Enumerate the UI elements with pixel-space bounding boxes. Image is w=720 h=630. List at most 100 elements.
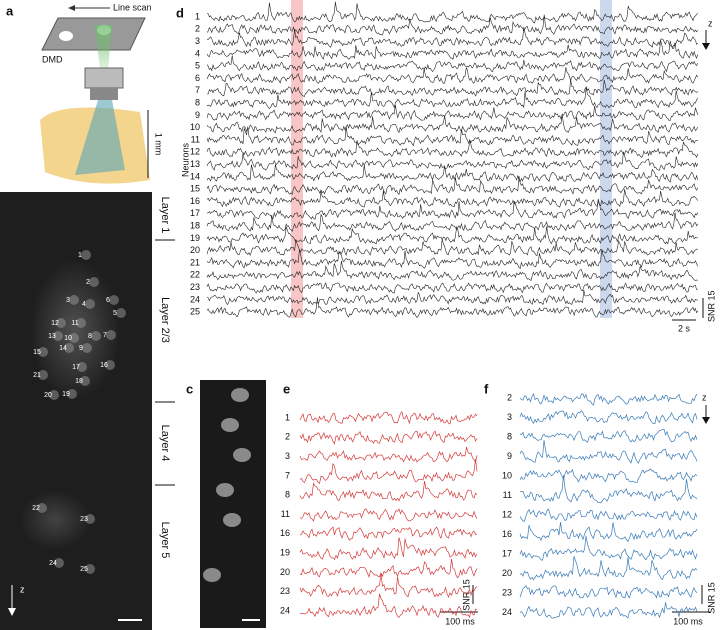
cell-glow xyxy=(80,376,90,386)
row-label: 17 xyxy=(190,208,200,218)
neuron-label: 3 xyxy=(66,297,70,304)
trace xyxy=(206,40,699,60)
trace xyxy=(206,79,698,98)
dmd-plate xyxy=(41,17,146,51)
row-label: 1 xyxy=(285,412,290,422)
row-label: 24 xyxy=(502,607,512,617)
panel-c: c xyxy=(186,380,266,628)
neuron-label: 10 xyxy=(64,335,72,342)
trace xyxy=(206,126,698,147)
row-label: 23 xyxy=(280,586,290,596)
highlight-blue xyxy=(600,0,612,318)
row-label: 25 xyxy=(190,307,200,317)
trace xyxy=(519,556,698,581)
neuron-label: 8 xyxy=(88,333,92,340)
row-label: 7 xyxy=(285,470,290,480)
row-label: 9 xyxy=(507,451,512,461)
micrograph xyxy=(0,192,152,630)
trace xyxy=(519,585,698,599)
cell-glow xyxy=(69,333,79,343)
trace xyxy=(299,458,478,485)
panel-label: a xyxy=(6,3,14,18)
cell-glow xyxy=(37,503,47,513)
cell-glow xyxy=(221,418,239,432)
cell-glow xyxy=(91,331,101,341)
neuron-label: 17 xyxy=(72,364,80,371)
cell-glow xyxy=(85,299,95,309)
cell-glow xyxy=(106,330,116,340)
line-scan-label: Line scan xyxy=(113,2,152,12)
panel-a: a Line scan DMD 1 mm xyxy=(6,2,164,184)
row-label: 20 xyxy=(280,567,290,577)
trace xyxy=(519,521,698,543)
trace xyxy=(299,508,478,522)
cell-glow xyxy=(233,448,251,462)
neuron-label: 6 xyxy=(106,297,110,304)
trace xyxy=(206,260,698,282)
row-label: 5 xyxy=(195,61,200,71)
row-label: 15 xyxy=(190,184,200,194)
cell-glow xyxy=(64,343,74,353)
row-label: 3 xyxy=(195,36,200,46)
trace xyxy=(299,481,478,502)
z-arrow-head xyxy=(702,417,710,424)
trace xyxy=(206,198,699,220)
highlight-red xyxy=(291,0,303,318)
row-label: 1 xyxy=(195,11,200,21)
neuron-label: 16 xyxy=(100,362,108,369)
row-label: 8 xyxy=(507,431,512,441)
cell-glow xyxy=(53,331,63,341)
z-label: z xyxy=(702,392,707,402)
panel-label: d xyxy=(176,5,184,20)
row-label: 2 xyxy=(507,392,512,402)
layer-label: Layer 5 xyxy=(159,522,171,559)
neuron-label: 7 xyxy=(103,332,107,339)
trace xyxy=(299,411,478,425)
cell-glow xyxy=(82,343,92,353)
snr-label: SNR 15 xyxy=(706,290,716,322)
row-label: 19 xyxy=(280,547,290,557)
objective xyxy=(84,67,124,89)
layer-label: Layer 4 xyxy=(159,425,171,462)
row-label: 10 xyxy=(190,122,200,132)
row-label: 16 xyxy=(502,529,512,539)
z-arrow-head xyxy=(8,608,16,616)
row-label: 8 xyxy=(285,490,290,500)
layer-label: Layer 2/3 xyxy=(159,297,171,343)
z-arrow-head xyxy=(702,43,710,50)
neuron-label: 5 xyxy=(113,310,117,317)
cell-glow xyxy=(109,295,119,305)
row-label: 4 xyxy=(195,48,200,58)
trace xyxy=(206,212,699,232)
row-label: 13 xyxy=(190,159,200,169)
row-label: 9 xyxy=(195,110,200,120)
row-label: 22 xyxy=(190,270,200,280)
panel-label: e xyxy=(283,381,290,396)
trace xyxy=(519,440,698,464)
depth-label: 1 mm xyxy=(154,133,164,156)
neuron-label: 14 xyxy=(59,345,67,352)
panel-label: f xyxy=(484,381,489,396)
panel-e: e SNR 15 100 ms xyxy=(283,381,478,626)
panel-label: c xyxy=(186,381,193,396)
trace xyxy=(206,55,699,73)
row-label: 2 xyxy=(195,24,200,34)
glow xyxy=(30,260,120,400)
neuron-label: 4 xyxy=(82,301,86,308)
row-label: 16 xyxy=(280,528,290,538)
cell-glow xyxy=(38,347,48,357)
snr-label: SNR 15 xyxy=(706,582,716,614)
row-label: 12 xyxy=(502,509,512,519)
neuron-label: 13 xyxy=(48,333,56,340)
panel-d: d Neurons z SNR 15 2 s xyxy=(176,0,716,333)
cell-glow xyxy=(69,295,79,305)
row-label: 24 xyxy=(190,294,200,304)
time-label: 2 s xyxy=(678,323,691,333)
trace xyxy=(206,289,698,306)
row-label: 3 xyxy=(285,451,290,461)
row-label: 7 xyxy=(195,85,200,95)
cell-glow xyxy=(116,308,126,318)
neuron-label: 1 xyxy=(78,252,82,259)
cell-glow xyxy=(85,514,95,524)
